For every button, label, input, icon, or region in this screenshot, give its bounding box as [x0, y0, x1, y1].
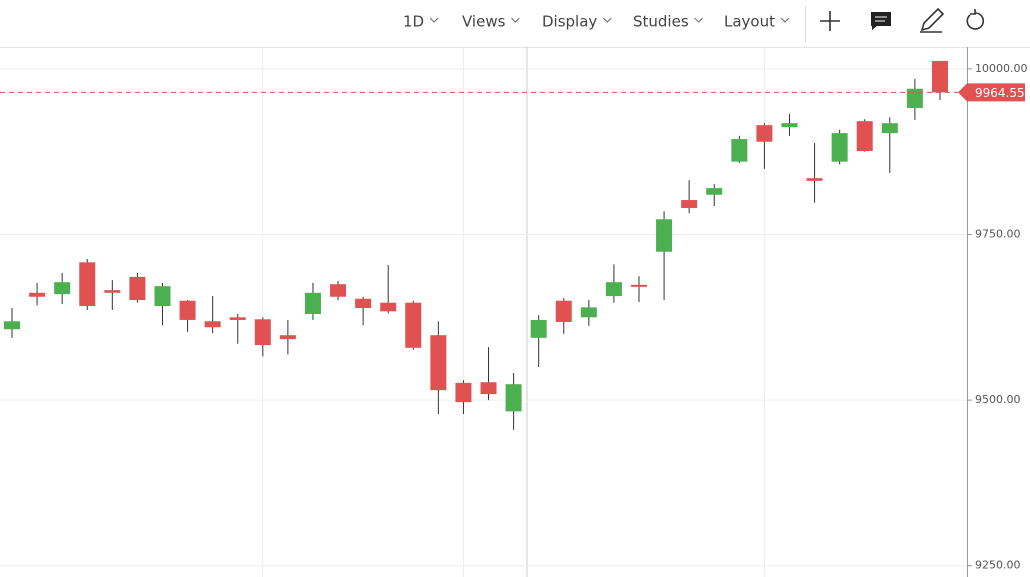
candle-body: [204, 321, 221, 328]
candle-body: [731, 139, 748, 162]
candle-body: [254, 319, 271, 346]
comment-icon[interactable]: [871, 12, 891, 30]
candle-body: [631, 284, 647, 287]
candle-body: [304, 292, 321, 314]
candle-body: [154, 286, 171, 307]
y-tick-label: 10000.00: [975, 62, 1028, 75]
candle-body: [405, 302, 422, 348]
draw-icon[interactable]: [920, 7, 945, 33]
candle-body: [831, 133, 848, 162]
menu-item[interactable]: Studies: [633, 13, 689, 31]
last-price-tag: [958, 83, 1025, 102]
candle-body: [455, 382, 472, 403]
candle-body: [29, 292, 46, 297]
candle-body: [756, 125, 773, 142]
add-icon[interactable]: [820, 11, 840, 31]
menu-item[interactable]: 1D: [403, 13, 424, 31]
candle-body: [505, 384, 522, 412]
candle-body: [781, 123, 798, 128]
menu-chevron: [510, 17, 520, 23]
candle-body: [530, 319, 547, 338]
candle-body: [656, 219, 673, 252]
last-price-label: 9964.55: [975, 86, 1025, 100]
y-tick-label: 9750.00: [975, 227, 1021, 240]
menu-item[interactable]: Layout: [724, 13, 775, 31]
candle-body: [555, 300, 572, 322]
candle-body: [330, 284, 347, 297]
candle-body: [104, 290, 121, 293]
candle-body: [54, 282, 71, 295]
menu-chevron: [780, 17, 790, 23]
candle-body: [279, 335, 296, 340]
candle-body: [179, 300, 196, 320]
candle-body: [881, 123, 898, 134]
candle-body: [580, 307, 597, 318]
candle-body: [681, 200, 698, 208]
candle-body: [480, 382, 497, 395]
candle-body: [856, 121, 873, 152]
candle-body: [4, 321, 20, 330]
candle-body: [129, 276, 146, 301]
y-tick-label: 9500.00: [975, 393, 1021, 406]
candle-body: [229, 317, 246, 320]
candle-body: [380, 302, 397, 312]
y-tick-label: 9250.00: [975, 559, 1021, 572]
candle-body: [605, 282, 622, 297]
candle-body: [806, 178, 823, 181]
menu-item[interactable]: Views: [462, 13, 506, 31]
candle-body: [355, 298, 372, 309]
candle-body: [706, 188, 723, 195]
candle-body: [931, 60, 948, 93]
candle-body: [430, 335, 447, 391]
menu-chevron: [694, 17, 704, 23]
menu-item[interactable]: Display: [542, 13, 597, 31]
candle-body: [79, 262, 96, 307]
menu-chevron: [429, 17, 439, 23]
refresh-icon[interactable]: [966, 9, 985, 30]
menu-chevron: [602, 17, 612, 23]
candle-body: [906, 88, 923, 108]
